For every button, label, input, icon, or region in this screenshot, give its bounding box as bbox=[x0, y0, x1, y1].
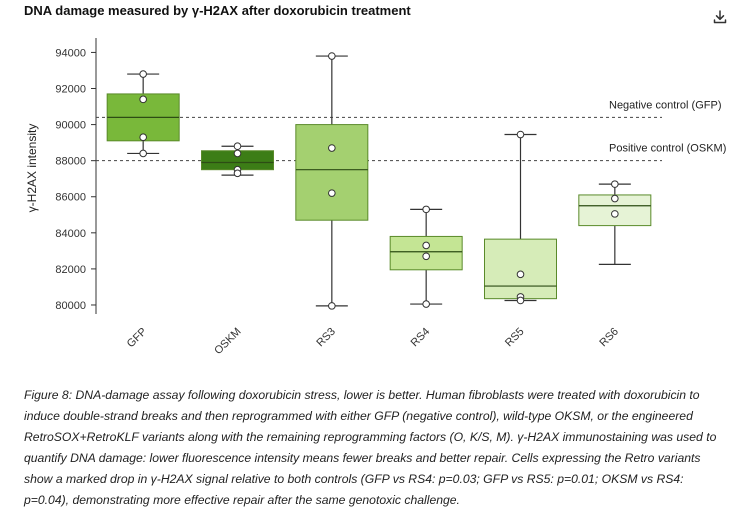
download-button[interactable] bbox=[708, 6, 732, 28]
data-point bbox=[422, 252, 430, 261]
box-oskm bbox=[201, 142, 274, 178]
x-tick-label: RS6 bbox=[597, 326, 621, 350]
data-point bbox=[233, 149, 242, 158]
data-point bbox=[516, 130, 525, 139]
box-iqr bbox=[295, 124, 369, 221]
data-point bbox=[328, 144, 336, 152]
box-iqr bbox=[484, 238, 557, 300]
x-tick-label: RS5 bbox=[503, 326, 527, 350]
data-point bbox=[516, 296, 525, 305]
data-point bbox=[233, 142, 242, 151]
data-point bbox=[611, 180, 619, 188]
x-tick-label: OSKM bbox=[212, 326, 243, 357]
reference-lines: Negative control (GFP) Positive control (… bbox=[96, 99, 726, 162]
y-tick-label: 84000 bbox=[55, 228, 86, 240]
data-point bbox=[422, 241, 430, 250]
data-point bbox=[139, 95, 147, 104]
x-tick-label: RS4 bbox=[409, 326, 433, 350]
data-point bbox=[233, 169, 242, 178]
data-point bbox=[139, 149, 147, 158]
y-tick-label: 92000 bbox=[55, 84, 86, 96]
box-rs6 bbox=[578, 180, 652, 265]
figure-caption: Figure 8: DNA-damage assay following dox… bbox=[24, 388, 717, 507]
data-point bbox=[328, 189, 336, 197]
box-rs5 bbox=[484, 130, 557, 305]
y-axis-label: γ-H2AX intensity bbox=[25, 124, 39, 213]
box-rs4 bbox=[389, 205, 463, 308]
download-icon bbox=[713, 10, 727, 24]
axes: 80000 82000 84000 86000 88000 90000 92000 94000 bbox=[55, 38, 97, 314]
reference-line-label: Positive control (OSKM) bbox=[609, 143, 726, 155]
chart-title: DNA damage measured by γ-H2AX after doxo… bbox=[24, 3, 411, 18]
x-tick-labels: GFP OSKM RS3 RS4 RS5 RS6 bbox=[125, 326, 621, 357]
data-point bbox=[611, 194, 619, 203]
box-gfp bbox=[106, 70, 180, 158]
boxes bbox=[106, 52, 652, 310]
reference-line-label: Negative control (GFP) bbox=[609, 99, 721, 111]
y-tick-label: 94000 bbox=[55, 47, 86, 59]
y-tick-label: 90000 bbox=[55, 120, 86, 132]
data-point bbox=[139, 70, 147, 78]
y-tick-label: 88000 bbox=[55, 156, 86, 168]
data-point bbox=[516, 270, 525, 279]
box-rs3 bbox=[295, 52, 369, 310]
data-point bbox=[611, 210, 619, 218]
x-tick-label: RS3 bbox=[314, 326, 338, 350]
y-tick-label: 86000 bbox=[55, 192, 86, 204]
x-tick-label: GFP bbox=[125, 326, 149, 350]
y-tick-label: 80000 bbox=[55, 300, 86, 312]
y-tick-label: 82000 bbox=[55, 264, 86, 276]
data-point bbox=[422, 205, 430, 214]
data-point bbox=[328, 52, 336, 60]
box-plot: 80000 82000 84000 86000 88000 90000 92000 94000… bbox=[25, 38, 726, 357]
data-point bbox=[422, 300, 430, 308]
data-point bbox=[328, 302, 336, 310]
data-point bbox=[139, 133, 147, 142]
